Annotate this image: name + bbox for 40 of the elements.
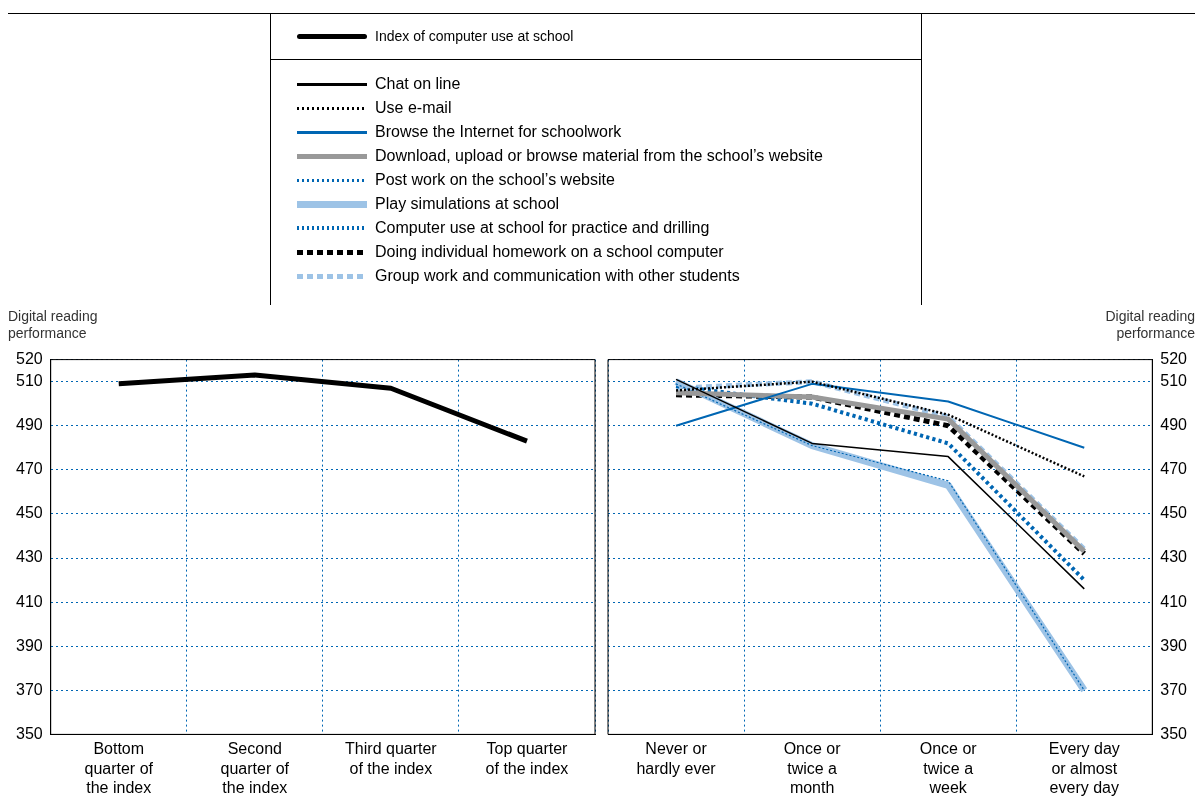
y-axis-title: Digital reading performance — [8, 308, 99, 342]
y-tick-label: 430 — [15, 548, 43, 566]
x-tick-label: Every day or almost every day — [1048, 740, 1120, 796]
legend-label: Chat on line — [375, 75, 461, 93]
y-tick-label: 510 — [15, 372, 43, 390]
x-tick-label: Third quarter of the index — [345, 740, 438, 777]
x-tick-label: Once or twice a week — [919, 740, 978, 796]
y-tick-label: 410 — [15, 592, 43, 610]
y-tick-label: 470 — [15, 460, 43, 478]
x-tick-label: Never or hardly ever — [636, 740, 717, 777]
legend-label: Browse the Internet for schoolwork — [375, 123, 622, 141]
y-tick-label: 520 — [1160, 350, 1188, 368]
legend-label: Play simulations at school — [375, 195, 560, 213]
legend-label: Doing individual homework on a school computer — [375, 243, 724, 261]
x-tick-label: Bottom quarter of the index — [84, 740, 154, 796]
y-tick-label: 350 — [1160, 724, 1188, 742]
y-tick-label: 490 — [1160, 416, 1188, 434]
legend-label: Post work on the school’s website — [375, 171, 615, 189]
y-axis-title: Digital reading performance — [1104, 308, 1195, 342]
y-tick-label: 410 — [1160, 592, 1188, 610]
y-tick-label: 510 — [1160, 372, 1188, 390]
y-tick-label: 370 — [1160, 680, 1188, 698]
y-tick-label: 450 — [15, 504, 43, 522]
legend-label: Download, upload or browse material from the school’s website — [375, 147, 823, 165]
x-tick-label: Once or twice a month — [783, 740, 842, 796]
legend-label: Computer use at school for practice and drilling — [375, 219, 710, 237]
legend-label: Group work and communication with other students — [375, 267, 740, 285]
y-tick-label: 490 — [15, 416, 43, 434]
x-tick-label: Second quarter of the index — [220, 740, 290, 796]
y-tick-label: 430 — [1160, 548, 1188, 566]
y-tick-label: 390 — [1160, 636, 1188, 654]
y-tick-label: 350 — [15, 724, 43, 742]
y-tick-label: 520 — [15, 350, 43, 368]
legend-label: Index of computer use at school — [375, 28, 574, 44]
y-tick-label: 450 — [1160, 504, 1188, 522]
x-tick-label: Top quarter of the index — [485, 740, 569, 777]
legend-label: Use e-mail — [375, 99, 452, 117]
y-tick-label: 390 — [15, 636, 43, 654]
y-tick-label: 470 — [1160, 460, 1188, 478]
y-tick-label: 370 — [15, 680, 43, 698]
